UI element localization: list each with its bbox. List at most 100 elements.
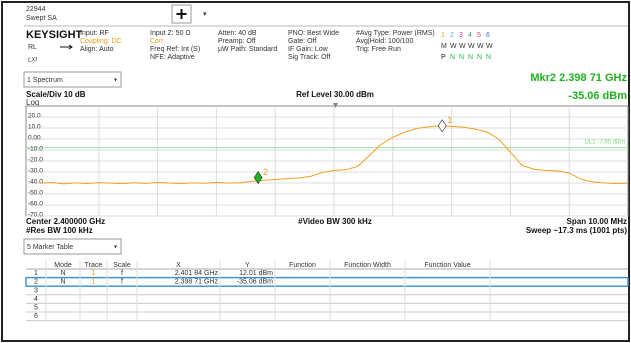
y-tick-label: -20.0 bbox=[28, 157, 43, 164]
trace-number: 4 bbox=[468, 32, 472, 39]
table-selector[interactable] bbox=[23, 238, 122, 255]
trace-number: 1 bbox=[441, 32, 445, 39]
y-tick-label: 0.00 bbox=[28, 135, 41, 142]
table-cell: f bbox=[121, 279, 123, 286]
table-cell: 2.401 84 GHz bbox=[175, 270, 219, 277]
dropdown-arrow: ▾ bbox=[114, 78, 117, 84]
span: Span 10.00 MHz bbox=[567, 217, 627, 226]
marker-frequency: Mkr2 2.398 71 GHz bbox=[530, 72, 627, 84]
table-cell: f bbox=[121, 270, 123, 277]
table-cell: 1 bbox=[92, 270, 96, 277]
y-tick-label: -30.0 bbox=[28, 168, 43, 175]
column-header: Function Width bbox=[344, 262, 391, 269]
lxi-indicator: LXI bbox=[28, 58, 37, 64]
trace-number: 2 bbox=[450, 32, 454, 39]
column-header: Trace bbox=[85, 262, 103, 269]
marker-table: Mode Trace Scale X Y Function Function Width Fu… bbox=[25, 261, 629, 322]
trace-mode: W bbox=[459, 43, 466, 50]
trace-type: P bbox=[441, 54, 446, 61]
marker-label: 2 bbox=[263, 167, 268, 177]
table-cell: 4 bbox=[34, 296, 38, 303]
trace-type: N bbox=[486, 54, 491, 61]
table-cell: 2.398 71 GHz bbox=[175, 279, 219, 286]
setting: Input: RF bbox=[80, 30, 109, 37]
instrument-id: 22944 bbox=[26, 6, 46, 13]
y-tick-label: -40.0 bbox=[28, 179, 43, 186]
setting: Input Z: 50 Ω bbox=[150, 30, 191, 37]
trace-mode: W bbox=[468, 43, 475, 50]
trace-type: N bbox=[450, 54, 455, 61]
y-tick-label: 20.0 bbox=[28, 113, 41, 120]
setting: NFE: Adaptive bbox=[150, 54, 195, 61]
setting: Corr bbox=[150, 38, 164, 45]
window-selector[interactable] bbox=[23, 71, 122, 88]
video-bw: #Video BW 300 kHz bbox=[298, 217, 372, 226]
table-cell: -35.06 dBm bbox=[237, 279, 273, 286]
ref-level: Ref Level 30.00 dBm bbox=[296, 90, 374, 99]
trace bbox=[39, 125, 629, 185]
setting: Trig: Free Run bbox=[356, 46, 401, 53]
table-cell: 1 bbox=[34, 270, 38, 277]
scale-label: Scale/Div 10 dB bbox=[26, 90, 86, 99]
setting: Atten: 40 dB bbox=[218, 30, 257, 37]
ref-indicator bbox=[333, 103, 338, 108]
y-tick-label: -10.0 bbox=[28, 146, 43, 153]
plot: 20.0 10.0 0.00 -10.0 -20.0 -30.0 -40.0 -50.0 -60… bbox=[26, 106, 629, 219]
res-bw: #Res BW 100 kHz bbox=[26, 226, 93, 235]
add-icon bbox=[176, 9, 187, 19]
setting: PNO: Best Wide bbox=[288, 30, 339, 37]
setting: Preamp: Off bbox=[218, 38, 256, 45]
marker bbox=[253, 171, 263, 185]
mode-name: Swept SA bbox=[26, 15, 57, 22]
table-cell: N bbox=[60, 270, 65, 277]
table-cell: 5 bbox=[34, 305, 38, 312]
rl-arrow bbox=[60, 44, 73, 50]
setting: Gate: Off bbox=[288, 38, 316, 45]
brand: KEYSIGHT bbox=[26, 29, 83, 41]
trace-mode: W bbox=[486, 43, 493, 50]
dropdown-arrow: ▾ bbox=[114, 245, 117, 251]
setting: µW Path: Standard bbox=[218, 46, 277, 53]
column-header: Scale bbox=[113, 262, 131, 269]
rl-indicator: RL bbox=[28, 44, 37, 51]
y-tick-label: -60.0 bbox=[28, 201, 43, 208]
mode-dropdown[interactable]: ▾ bbox=[203, 11, 207, 18]
marker-amplitude: -35.06 dBm bbox=[568, 90, 627, 102]
trace-mode: W bbox=[450, 43, 457, 50]
trace-number: 6 bbox=[486, 32, 490, 39]
setting: Coupling: DC bbox=[80, 38, 122, 45]
selected-row[interactable] bbox=[25, 276, 629, 287]
column-header: Function Value bbox=[424, 262, 470, 269]
column-header: Mode bbox=[54, 262, 72, 269]
y-tick-label: -50.0 bbox=[28, 190, 43, 197]
table-cell: N bbox=[60, 279, 65, 286]
table-cell: 1 bbox=[92, 279, 96, 286]
trace-number: 5 bbox=[477, 32, 481, 39]
table-cell: 3 bbox=[34, 287, 38, 294]
column-header: Function bbox=[289, 262, 316, 269]
sweep: Sweep ~17.3 ms (1001 pts) bbox=[526, 226, 628, 235]
trace-type: N bbox=[477, 54, 482, 61]
y-tick-label: -70.0 bbox=[28, 212, 43, 219]
display-line-label: DL1 -7.95 dBm bbox=[585, 139, 625, 145]
marker-label: 1 bbox=[447, 115, 452, 125]
table-cell: 6 bbox=[34, 313, 38, 320]
column-header: X bbox=[176, 262, 181, 269]
column-header: Y bbox=[245, 262, 250, 269]
table-cell: 2 bbox=[34, 279, 38, 286]
y-tick-label: 10.0 bbox=[28, 124, 41, 131]
table-title: 5 Marker Table bbox=[27, 244, 73, 251]
center-frequency: Center 2.400000 GHz bbox=[26, 217, 105, 226]
trace-type: N bbox=[468, 54, 473, 61]
window-name: 1 Spectrum bbox=[27, 77, 63, 84]
trace-number: 3 bbox=[459, 32, 463, 39]
table-cell: 12.01 dBm bbox=[239, 270, 273, 277]
trace-type: N bbox=[459, 54, 464, 61]
trace-mode: W bbox=[477, 43, 484, 50]
setting: Align: Auto bbox=[80, 46, 114, 53]
setting: Freq Ref: Int (S) bbox=[150, 46, 200, 53]
setting: Avg|Hold: 100/100 bbox=[356, 38, 413, 45]
